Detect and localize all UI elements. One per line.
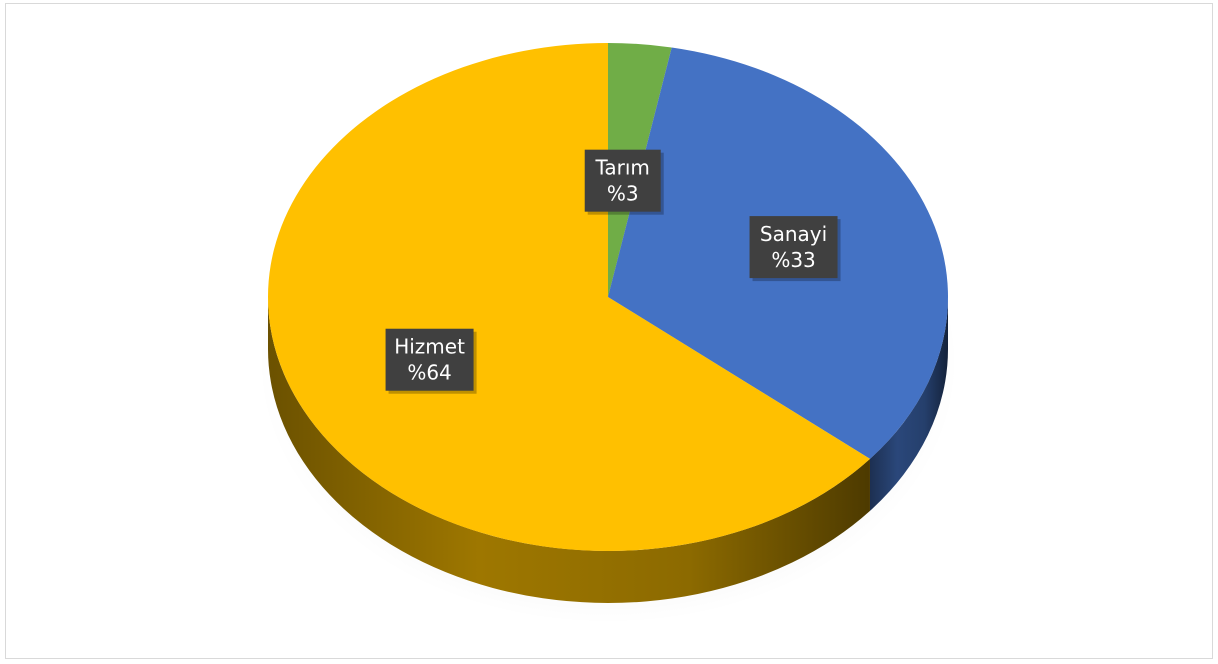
- data-label-sanayi: Sanayi%33: [749, 216, 841, 282]
- data-label-category: Tarım: [594, 156, 649, 180]
- data-label-hizmet: Hizmet%64: [385, 328, 477, 394]
- side-hizmet: [268, 297, 870, 603]
- data-label-category: Hizmet: [394, 335, 465, 359]
- data-label-value: %64: [407, 361, 451, 385]
- data-label-box: [584, 149, 661, 212]
- data-label-box: [385, 328, 474, 391]
- data-label-value: %3: [607, 182, 639, 206]
- pie-slices: [268, 43, 949, 552]
- data-label-value: %33: [771, 248, 815, 272]
- data-label-box: [749, 216, 838, 279]
- slice-hizmet: [268, 43, 870, 552]
- data-label-tarim: Tarım%3: [584, 149, 664, 215]
- data-label-category: Sanayi: [760, 222, 827, 246]
- pie-data-labels: Tarım%3 Sanayi%33 Hizmet%64: [385, 149, 841, 394]
- side-sanayi: [869, 297, 948, 511]
- pie-side-walls: [268, 297, 948, 603]
